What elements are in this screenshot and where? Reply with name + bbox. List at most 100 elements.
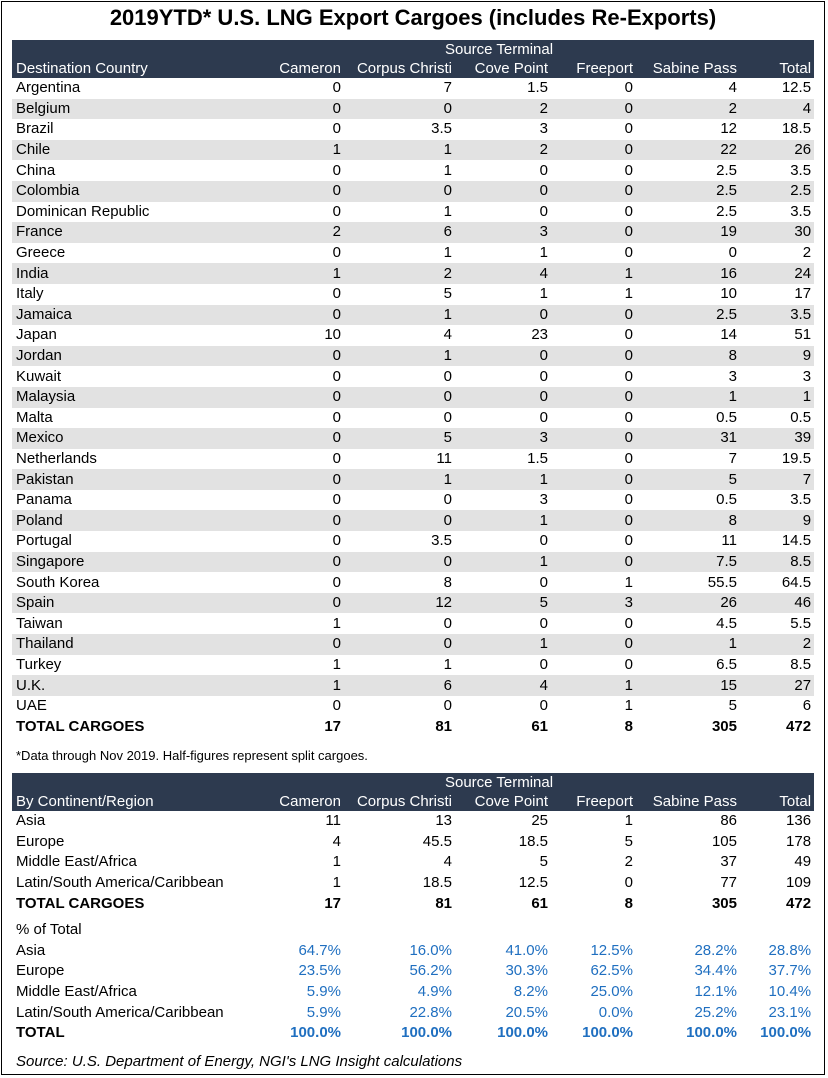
cell-cove-point: 61: [531, 717, 548, 735]
cell-freeport: 8: [624, 894, 633, 912]
cell-corpus-christi: 5: [443, 429, 452, 447]
cell-cove-point: 3: [539, 429, 548, 447]
cell-total: 14.5: [781, 532, 812, 550]
cell-cove-point: 0: [539, 655, 548, 673]
cell-sabine-pass: 5: [728, 697, 737, 715]
row-label: Japan: [16, 326, 57, 344]
table-row: Middle East/Africa 1 4 5 2 37 49: [12, 852, 814, 873]
cell-cove-point: 1: [539, 511, 548, 529]
cell-corpus-christi: 0: [443, 388, 452, 406]
col-header-total: Total: [779, 793, 812, 810]
table-row: UAE 0 0 0 1 5 6: [12, 696, 814, 717]
cell-cameron: 10: [324, 326, 341, 344]
cell-cove-point: 1: [539, 285, 548, 303]
row-label: Jamaica: [16, 305, 72, 323]
cell-freeport: 3: [624, 594, 633, 612]
cell-sabine-pass: 7.5: [716, 552, 737, 570]
cell-cameron: 0: [332, 552, 341, 570]
cell-total: 2: [802, 244, 812, 262]
cell-total: 3.5: [790, 305, 812, 323]
cell-freeport: 0: [624, 408, 633, 426]
cell-corpus-christi: 1: [443, 655, 452, 673]
cell-freeport: 1: [624, 285, 633, 303]
cell-sabine-pass: 305: [711, 717, 737, 735]
cell-sabine-pass: 12.1%: [694, 983, 737, 1001]
cell-corpus-christi: 6: [443, 676, 452, 694]
cell-cove-point: 2: [539, 99, 548, 117]
cell-sabine-pass: 15: [720, 676, 737, 694]
cell-sabine-pass: 22: [720, 141, 737, 159]
table-row: South Korea 0 8 0 1 55.5 64.5: [12, 572, 814, 593]
cell-total: 472: [786, 894, 812, 912]
cell-sabine-pass: 12: [720, 120, 737, 138]
page-title: 2019YTD* U.S. LNG Export Cargoes (includ…: [109, 5, 717, 30]
row-label: Malaysia: [16, 388, 76, 406]
cell-total: 24: [794, 264, 812, 282]
cell-cameron: 1: [332, 676, 341, 694]
row-label: Spain: [16, 594, 55, 612]
total-row: TOTAL CARGOES 17 81 61 8 305 472: [12, 716, 814, 737]
cell-sabine-pass: 34.4%: [694, 962, 737, 980]
cell-sabine-pass: 16: [720, 264, 737, 282]
cell-corpus-christi: 4: [443, 326, 452, 344]
row-label: Pakistan: [16, 470, 74, 488]
cell-cove-point: 25: [531, 812, 548, 830]
row-label: Turkey: [16, 655, 62, 673]
cell-cameron: 0: [332, 79, 341, 97]
cell-cameron: 0: [332, 470, 341, 488]
cell-sabine-pass: 1: [728, 635, 737, 653]
cell-cove-point: 1: [539, 244, 548, 262]
table-row: Europe 4 45.5 18.5 5 105 178: [12, 832, 814, 853]
source-credit: Source: U.S. Department of Energy, NGI's…: [16, 1053, 463, 1070]
table-row: Asia 11 13 25 1 86 136: [12, 811, 814, 832]
cell-cove-point: 4: [539, 676, 548, 694]
cell-sabine-pass: 55.5: [707, 573, 737, 591]
cell-cameron: 0: [332, 367, 341, 385]
row-label: Taiwan: [16, 614, 63, 632]
cell-corpus-christi: 0: [443, 614, 452, 632]
cell-cameron: 17: [324, 894, 341, 912]
cell-freeport: 1: [624, 573, 633, 591]
cell-freeport: 1: [624, 264, 633, 282]
cell-cove-point: 0: [539, 573, 548, 591]
cell-cameron: 0: [332, 388, 341, 406]
table-row: Singapore 0 0 1 0 7.5 8.5: [12, 551, 815, 573]
cell-total: 2: [802, 635, 812, 653]
cell-freeport: 1: [624, 812, 633, 830]
row-label: Colombia: [16, 182, 80, 200]
cell-sabine-pass: 77: [720, 874, 737, 892]
cell-cameron: 0: [332, 202, 341, 220]
cell-cameron: 1: [332, 655, 341, 673]
cell-freeport: 0: [624, 491, 633, 509]
cell-freeport: 100.0%: [582, 1024, 633, 1042]
cell-total: 7: [802, 470, 812, 488]
cell-corpus-christi: 0: [443, 552, 452, 570]
table-row: Jamaica 0 1 0 0 2.5 3.5: [12, 304, 815, 326]
cell-freeport: 0: [624, 347, 633, 365]
col-header-corpus-christi: Corpus Christi: [356, 60, 452, 77]
cell-cameron: 0: [332, 532, 341, 550]
row-label: Asia: [16, 812, 46, 830]
cell-freeport: 0: [624, 244, 633, 262]
cell-cove-point: 3: [539, 120, 548, 138]
col-header-cove-point: Cove Point: [474, 793, 548, 810]
cell-corpus-christi: 3.5: [431, 120, 452, 138]
cell-corpus-christi: 0: [443, 99, 452, 117]
row-label: Asia: [16, 941, 46, 959]
cell-total: 3: [802, 367, 812, 385]
cell-cove-point: 1: [539, 635, 548, 653]
cell-cove-point: 30.3%: [505, 962, 548, 980]
cell-total: 23.1%: [768, 1003, 812, 1021]
cell-cameron: 4: [332, 832, 341, 850]
cell-freeport: 12.5%: [590, 941, 633, 959]
cell-total: 49: [794, 853, 812, 871]
cell-freeport: 0: [624, 305, 633, 323]
cell-sabine-pass: 0: [728, 244, 737, 262]
row-label: Kuwait: [16, 367, 62, 385]
cell-freeport: 0: [624, 202, 633, 220]
cell-freeport: 62.5%: [590, 962, 633, 980]
row-label: Belgium: [16, 99, 71, 117]
cell-sabine-pass: 0.5: [716, 408, 737, 426]
cell-freeport: 0: [624, 614, 633, 632]
row-label: TOTAL: [16, 1024, 65, 1042]
